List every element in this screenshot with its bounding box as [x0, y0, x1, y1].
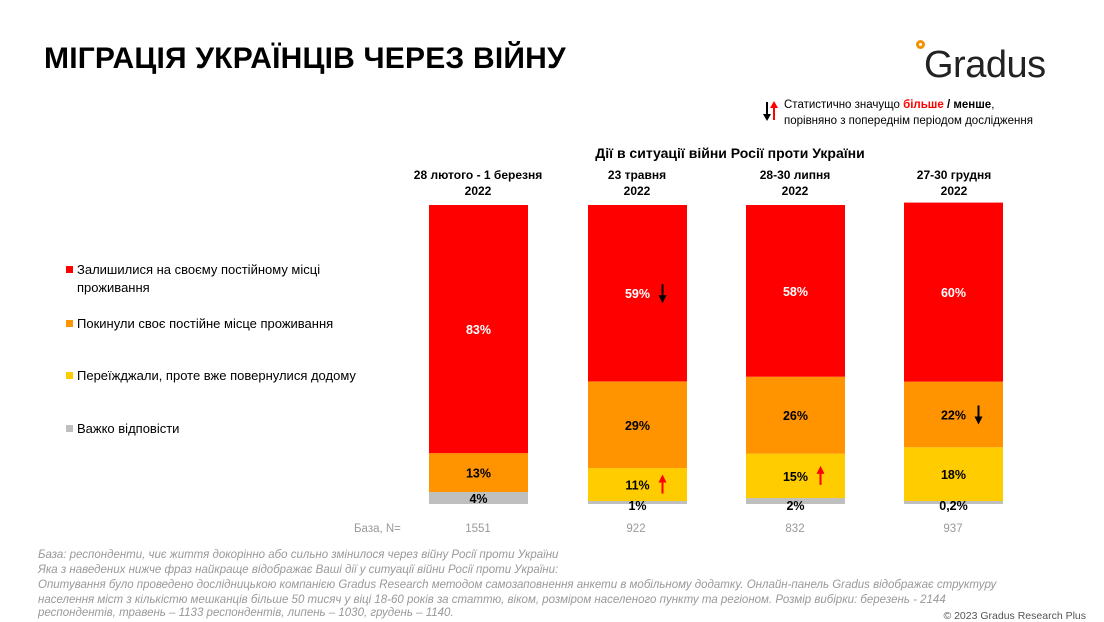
data-label: 58% — [783, 285, 808, 299]
sig-line2: порівняно з попереднім періодом дослідже… — [784, 115, 1033, 127]
bar-segment — [429, 205, 528, 454]
data-label: 60% — [941, 286, 966, 300]
legend-label: Залишилися на своєму постійному місці пр… — [77, 262, 321, 295]
period-2-line1: 23 травня — [607, 168, 667, 182]
bar-segment — [746, 498, 845, 504]
copyright: © 2023 Gradus Research Plus — [943, 610, 1086, 622]
bar-segment — [588, 501, 687, 504]
legend-label: Переїжджали, проте вже повернулися додом… — [77, 368, 356, 383]
logo-text: Gradus — [924, 44, 1046, 86]
period-4-line1: 27-30 грудня — [916, 168, 992, 182]
footnote-method-1: Опитування було проведено дослідницькою … — [38, 579, 997, 591]
period-1-line1: 28 лютого - 1 березня — [413, 168, 543, 182]
bar-segment — [588, 204, 687, 382]
footnote-method-2: населення міст з кількістю мешканців біл… — [38, 594, 946, 606]
bar-segment — [746, 205, 845, 377]
sig-down-arrow-icon — [974, 405, 983, 425]
sig-down-arrow-icon — [658, 284, 667, 304]
period-3-line2: 2022 — [781, 184, 809, 198]
sig-more: більше — [903, 99, 944, 111]
data-label: 1% — [628, 499, 646, 513]
footnote-method-3: респондентів, травень – 1133 респонденті… — [38, 607, 454, 619]
bar-segment — [429, 492, 528, 504]
data-label: 26% — [783, 409, 808, 423]
bar-segment — [588, 381, 687, 469]
period-2-line2: 2022 — [623, 184, 651, 198]
sig-less: менше — [953, 99, 992, 111]
base-n-4: 937 — [943, 523, 963, 535]
bar-segment — [746, 376, 845, 454]
data-label: 22% — [941, 408, 966, 422]
data-label: 0,2% — [939, 499, 968, 513]
sig-up-arrow-icon — [816, 465, 825, 485]
legend-swatch-grey — [66, 425, 73, 432]
significance-note: Статистично значущо більше / менше, порі… — [784, 97, 1033, 129]
period-label-2: 23 травня 2022 — [547, 167, 727, 199]
data-label: 59% — [625, 287, 650, 301]
base-label: База, N= — [354, 523, 401, 535]
period-3-line1: 28-30 липня — [759, 168, 831, 182]
sig-suffix: , — [991, 99, 995, 111]
sig-prefix: Статистично значущо — [784, 99, 904, 111]
chart-title: Дії в ситуації війни Росії проти України — [595, 145, 865, 161]
footnote-question: Яка з наведених нижче фраз найкраще відо… — [38, 564, 559, 576]
data-label: 29% — [625, 419, 650, 433]
bar-segment — [904, 381, 1003, 448]
period-label-1: 28 лютого - 1 березня 2022 — [388, 167, 568, 199]
data-label: 15% — [783, 470, 808, 484]
data-label: 11% — [625, 479, 649, 493]
bar-segment — [904, 501, 1003, 504]
data-label: 4% — [469, 492, 487, 506]
period-1-line2: 2022 — [464, 184, 492, 198]
bar-segment — [904, 447, 1003, 501]
data-label: 18% — [941, 468, 966, 482]
data-label: 13% — [466, 467, 491, 481]
legend-label: Важко відповісти — [77, 421, 180, 436]
sig-up-arrow-icon — [658, 474, 667, 494]
base-n-3: 832 — [785, 523, 805, 535]
base-n-1: 1551 — [465, 523, 491, 535]
legend-swatch-orange — [66, 320, 73, 327]
legend-swatch-yellow — [66, 372, 73, 379]
sig-sep: / — [943, 99, 954, 111]
bar-segment — [588, 468, 687, 501]
period-label-3: 28-30 липня 2022 — [705, 167, 885, 199]
footnote-base: База: респонденти, чиє життя докорінно а… — [38, 549, 559, 561]
legend-swatch-red — [66, 266, 73, 273]
base-n-2: 922 — [626, 523, 646, 535]
period-4-line2: 2022 — [940, 184, 968, 198]
data-label: 83% — [466, 323, 491, 337]
bar-segment — [746, 453, 845, 499]
logo-dot-icon — [916, 40, 925, 49]
bar-segment — [904, 202, 1003, 382]
period-label-4: 27-30 грудня 2022 — [864, 167, 1044, 199]
significance-arrows-icon — [763, 101, 778, 121]
bar-segment — [429, 453, 528, 493]
legend-label: Покинули своє постійне місце проживання — [77, 316, 334, 331]
gradus-logo: Gradus — [916, 40, 1066, 86]
data-label: 2% — [786, 499, 804, 513]
page-title: МІГРАЦІЯ УКРАЇНЦІВ ЧЕРЕЗ ВІЙНУ — [44, 42, 566, 75]
